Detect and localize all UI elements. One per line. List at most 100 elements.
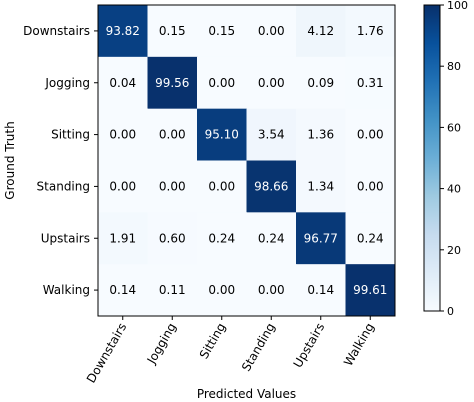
heatmap-cell: [296, 264, 346, 317]
heatmap-cell: [246, 212, 297, 265]
y-axis-label: Ground Truth: [3, 121, 17, 199]
cell-value-label: 0.00: [258, 283, 285, 297]
cell-value-label: 99.61: [353, 283, 387, 297]
heatmap-cell: [98, 108, 148, 161]
x-axis-ticks: Downstairs Jogging Sitting Standing Upstairs…: [84, 316, 377, 385]
heatmap-cell: [197, 56, 247, 110]
heatmap-cell: [246, 5, 297, 58]
x-tick-label: Walking: [341, 321, 377, 369]
heatmap-cell: [197, 264, 247, 317]
cell-value-label: 0.14: [307, 283, 334, 297]
colorbar-tick-label: 80: [447, 60, 461, 73]
heatmap-cell: [147, 108, 198, 161]
cell-value-label: 99.56: [155, 76, 189, 90]
cell-value-label: 0.00: [109, 179, 136, 193]
x-axis-label: Predicted Values: [197, 387, 296, 401]
colorbar-tick-label: 40: [447, 183, 461, 196]
cell-value-label: 96.77: [304, 231, 338, 245]
heatmap-cells: [98, 5, 396, 317]
x-tick-label: Downstairs: [84, 321, 130, 386]
cell-value-label: 1.36: [307, 128, 334, 142]
cell-value-label: 0.15: [159, 24, 186, 38]
heatmap-cell: [345, 212, 396, 265]
heatmap-cell: [246, 56, 297, 110]
cell-value-label: 1.34: [307, 179, 334, 193]
y-tick-label: Standing: [37, 179, 90, 193]
heatmap-cell: [98, 56, 148, 110]
cell-value-label: 0.00: [208, 283, 235, 297]
plot-frame: [97, 4, 396, 317]
cell-value-label: 0.24: [357, 231, 384, 245]
cell-value-label: 3.54: [258, 128, 285, 142]
cell-value-labels: 93.82 0.15 0.15 0.00 4.12 1.76 0.04 99.56 0.00 0.…: [106, 24, 388, 297]
x-tick-label: Upstairs: [291, 321, 328, 371]
heatmap-cell: [197, 160, 247, 213]
heatmap-cell: [98, 5, 148, 58]
heatmap-cell: [98, 264, 148, 317]
cell-value-label: 0.00: [109, 128, 136, 142]
colorbar-gradient: [424, 5, 440, 311]
heatmap-cell: [147, 212, 198, 265]
y-tick-label: Downstairs: [23, 24, 90, 38]
cell-value-label: 93.82: [106, 24, 140, 38]
cell-value-label: 0.00: [357, 179, 384, 193]
cell-value-label: 0.24: [208, 231, 235, 245]
heatmap-cell: [345, 5, 396, 58]
heatmap-cell: [296, 160, 346, 213]
cell-value-label: 0.31: [357, 76, 384, 90]
cell-value-label: 0.15: [208, 24, 235, 38]
heatmap-cell: [296, 5, 346, 58]
x-tick-label: Sitting: [197, 321, 229, 362]
heatmap-cell: [98, 212, 148, 265]
cell-value-label: 0.14: [109, 283, 136, 297]
heatmap-cell: [197, 108, 247, 161]
colorbar-tick-label: 0: [447, 305, 454, 318]
cell-value-label: 1.76: [357, 24, 384, 38]
heatmap-cell: [345, 56, 396, 110]
heatmap-cell: [345, 108, 396, 161]
cell-value-label: 0.60: [159, 231, 186, 245]
cell-value-label: 0.00: [357, 128, 384, 142]
heatmap-cell: [246, 108, 297, 161]
heatmap-cell: [147, 56, 198, 110]
heatmap-cell: [246, 264, 297, 317]
cell-value-label: 0.00: [208, 179, 235, 193]
heatmap-cell: [197, 5, 247, 58]
heatmap-cell: [147, 264, 198, 317]
cell-value-label: 0.00: [159, 128, 186, 142]
cell-value-label: 0.09: [307, 76, 334, 90]
cell-value-label: 0.00: [258, 24, 285, 38]
y-tick-label: Jogging: [44, 76, 90, 90]
cell-value-label: 0.00: [208, 76, 235, 90]
y-tick-label: Upstairs: [41, 231, 90, 245]
colorbar-tick-label: 60: [447, 121, 461, 134]
colorbar-frame: [423, 4, 441, 312]
heatmap-cell: [147, 160, 198, 213]
heatmap-cell: [296, 212, 346, 265]
cell-value-label: 4.12: [307, 24, 334, 38]
heatmap-cell: [197, 212, 247, 265]
y-tick-label: Walking: [43, 283, 90, 297]
cell-value-label: 0.11: [159, 283, 186, 297]
heatmap-cell: [98, 160, 148, 213]
heatmap-cell: [246, 160, 297, 213]
heatmap-cell: [345, 264, 396, 317]
y-axis-ticks: Downstairs Jogging Sitting Standing Upstairs…: [23, 24, 98, 297]
heatmap-cell: [345, 160, 396, 213]
colorbar: 0 20 40 60 80 100: [423, 0, 468, 318]
cell-value-label: 1.91: [109, 231, 136, 245]
heatmap-cell: [296, 56, 346, 110]
x-tick-label: Jogging: [144, 321, 179, 368]
cell-value-label: 0.24: [258, 231, 285, 245]
colorbar-tick-label: 20: [447, 244, 461, 257]
heatmap-cell: [147, 5, 198, 58]
heatmap-cell: [296, 108, 346, 161]
cell-value-label: 98.66: [254, 179, 288, 193]
cell-value-label: 0.00: [159, 179, 186, 193]
cell-value-label: 0.04: [109, 76, 136, 90]
cell-value-label: 95.10: [205, 128, 239, 142]
x-tick-label: Standing: [239, 321, 278, 374]
y-tick-label: Sitting: [51, 128, 90, 142]
cell-value-label: 0.00: [258, 76, 285, 90]
